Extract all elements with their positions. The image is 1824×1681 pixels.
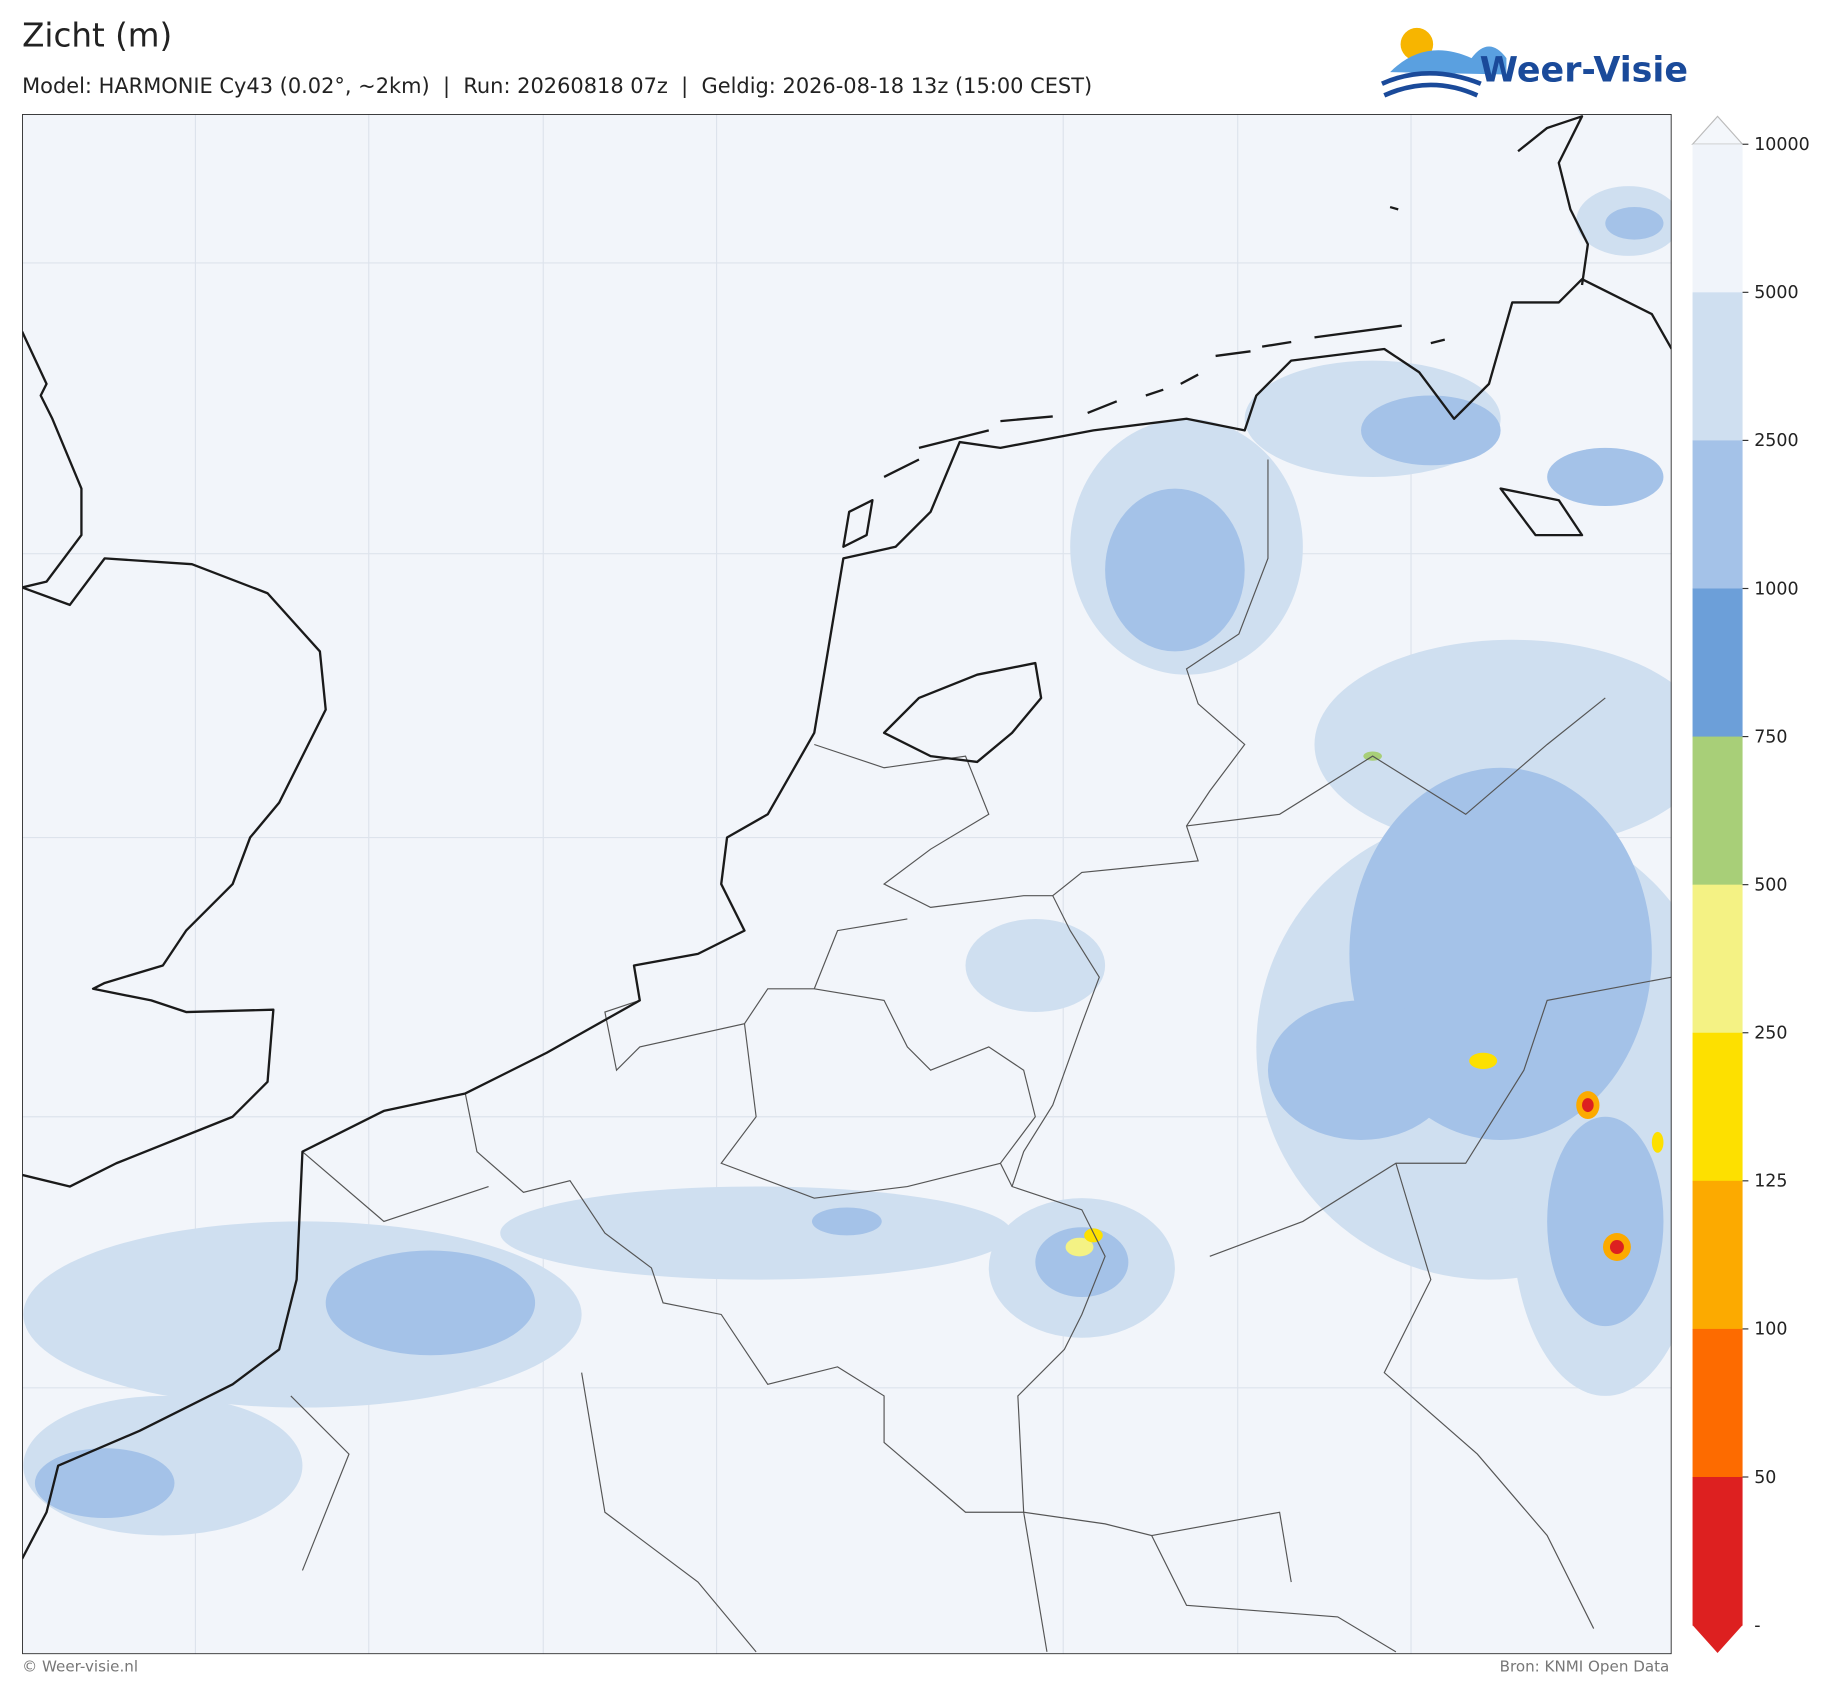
colorbar-band bbox=[1692, 1180, 1743, 1330]
colorbar: 10000 5000 2500 1000 750 500 250 125 100 50 - bbox=[1691, 115, 1810, 1653]
colorbar-band bbox=[1692, 736, 1743, 886]
footer-left: © Weer-visie.nl bbox=[22, 1658, 138, 1676]
colorbar-band bbox=[1692, 1328, 1743, 1478]
logo: Weer-Visie bbox=[1381, 27, 1688, 98]
subtitle: Model: HARMONIE Cy43 (0.02°, ~2km) | Run… bbox=[22, 74, 1092, 99]
colorbar-tick-label: 2500 bbox=[1754, 431, 1798, 451]
logo-cloud bbox=[1390, 46, 1507, 75]
colorbar-extend-bottom bbox=[1692, 1625, 1743, 1653]
colorbar-tick-label: 750 bbox=[1754, 727, 1787, 747]
colorbar-tick-label: 100 bbox=[1754, 1320, 1787, 1340]
colorbar-band bbox=[1692, 1476, 1743, 1626]
colorbar-tick-label: 250 bbox=[1754, 1024, 1787, 1044]
colorbar-tick-label: 125 bbox=[1754, 1172, 1787, 1192]
colorbar-tick-label: 5000 bbox=[1754, 283, 1798, 303]
colorbar-bottom-label: - bbox=[1754, 1616, 1760, 1636]
colorbar-tick-label: 500 bbox=[1754, 875, 1787, 895]
colorbar-tick-label: 10000 bbox=[1754, 135, 1809, 155]
logo-text: Weer-Visie bbox=[1480, 50, 1688, 90]
map bbox=[22, 113, 1672, 1655]
colorbar-band bbox=[1692, 884, 1743, 1034]
colorbar-band bbox=[1692, 588, 1743, 738]
canvas: Zicht (m) Model: HARMONIE Cy43 (0.02°, ~… bbox=[22, 17, 1810, 1676]
colorbar-tick-label: 1000 bbox=[1754, 579, 1798, 599]
colorbar-band bbox=[1692, 440, 1743, 590]
title: Zicht (m) bbox=[22, 17, 172, 55]
borders bbox=[290, 459, 1672, 1653]
colorbar-extend-top bbox=[1691, 115, 1744, 145]
colorbar-band bbox=[1692, 292, 1743, 441]
colorbar-band bbox=[1692, 1032, 1743, 1182]
footer-right: Bron: KNMI Open Data bbox=[1500, 1658, 1670, 1676]
colorbar-band bbox=[1692, 144, 1743, 293]
colorbar-tick-label: 50 bbox=[1754, 1468, 1776, 1488]
visibility-field bbox=[23, 186, 1672, 1536]
coastline bbox=[22, 115, 1672, 1560]
logo-waves bbox=[1381, 71, 1482, 98]
